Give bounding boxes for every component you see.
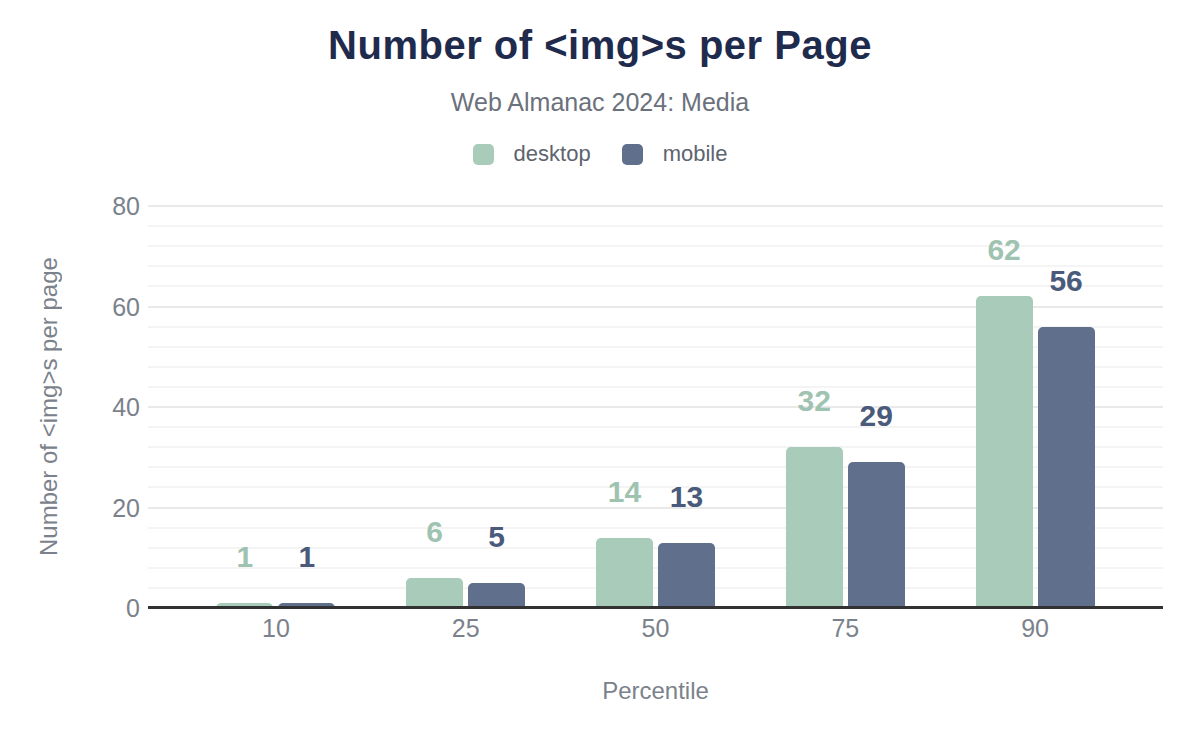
bar-desktop-75 — [786, 447, 843, 608]
chart-subtitle: Web Almanac 2024: Media — [0, 88, 1200, 116]
bar-groups: 1165141332296256 — [181, 206, 1130, 608]
x-tick-label-25: 25 — [371, 614, 561, 643]
legend-item-desktop: desktop — [473, 141, 591, 167]
chart-title: Number of <img>s per Page — [0, 24, 1200, 66]
bar-value-label-mobile-50: 13 — [670, 482, 703, 512]
bar-value-label-desktop-25: 6 — [426, 517, 443, 547]
legend-item-mobile: mobile — [622, 141, 728, 167]
legend-swatch-mobile — [622, 144, 643, 165]
y-tick-label-40: 40 — [40, 392, 140, 422]
bar-desktop-90 — [976, 296, 1033, 608]
bar-mobile-50 — [658, 543, 715, 608]
legend: desktop mobile — [0, 141, 1200, 167]
y-tick-label-60: 60 — [40, 292, 140, 322]
x-tick-label-75: 75 — [750, 614, 940, 643]
bar-value-label-mobile-10: 1 — [299, 542, 316, 572]
bar-group-25: 65 — [371, 206, 561, 608]
bar-wrap-desktop-90: 62 — [976, 235, 1033, 608]
legend-label-desktop: desktop — [514, 141, 591, 167]
legend-swatch-desktop — [473, 144, 494, 165]
x-tick-label-50: 50 — [561, 614, 751, 643]
bar-mobile-75 — [848, 462, 905, 608]
x-tick-label-10: 10 — [181, 614, 371, 643]
y-tick-label-80: 80 — [40, 191, 140, 221]
bar-wrap-mobile-75: 29 — [848, 401, 905, 608]
x-axis-line — [148, 606, 1163, 609]
bar-value-label-desktop-90: 62 — [987, 235, 1020, 265]
bar-wrap-mobile-90: 56 — [1038, 266, 1095, 608]
bar-wrap-desktop-75: 32 — [786, 386, 843, 608]
bar-value-label-desktop-10: 1 — [237, 542, 254, 572]
bar-group-75: 32 29 — [750, 206, 940, 608]
bar-wrap-desktop-50: 14 — [596, 477, 653, 608]
bar-wrap-desktop-10: 1 — [216, 542, 273, 608]
bar-mobile-90 — [1038, 327, 1095, 608]
y-tick-label-20: 20 — [40, 493, 140, 523]
plot-area: 1165141332296256 — [148, 206, 1163, 608]
bar-value-label-desktop-50: 14 — [608, 477, 641, 507]
y-tick-label-0: 0 — [40, 593, 140, 623]
bar-group-50: 14 13 — [561, 206, 751, 608]
bar-value-label-mobile-25: 5 — [488, 522, 505, 552]
bar-desktop-25 — [406, 578, 463, 608]
bar-value-label-desktop-75: 32 — [798, 386, 831, 416]
bar-mobile-25 — [468, 583, 525, 608]
x-axis-tick-labels: 1025507590 — [148, 614, 1163, 643]
bar-group-10: 11 — [181, 206, 371, 608]
bar-wrap-desktop-25: 6 — [406, 517, 463, 608]
x-tick-label-90: 90 — [940, 614, 1130, 643]
bar-value-label-mobile-75: 29 — [860, 401, 893, 431]
bar-desktop-50 — [596, 538, 653, 608]
chart-figure: Number of <img>s per Page Web Almanac 20… — [0, 0, 1200, 742]
legend-label-mobile: mobile — [663, 141, 728, 167]
bar-wrap-mobile-50: 13 — [658, 482, 715, 608]
bar-wrap-mobile-10: 1 — [278, 542, 335, 608]
bar-value-label-mobile-90: 56 — [1049, 266, 1082, 296]
x-axis-title: Percentile — [148, 677, 1163, 705]
bar-wrap-mobile-25: 5 — [468, 522, 525, 608]
bar-group-90: 62 56 — [940, 206, 1130, 608]
